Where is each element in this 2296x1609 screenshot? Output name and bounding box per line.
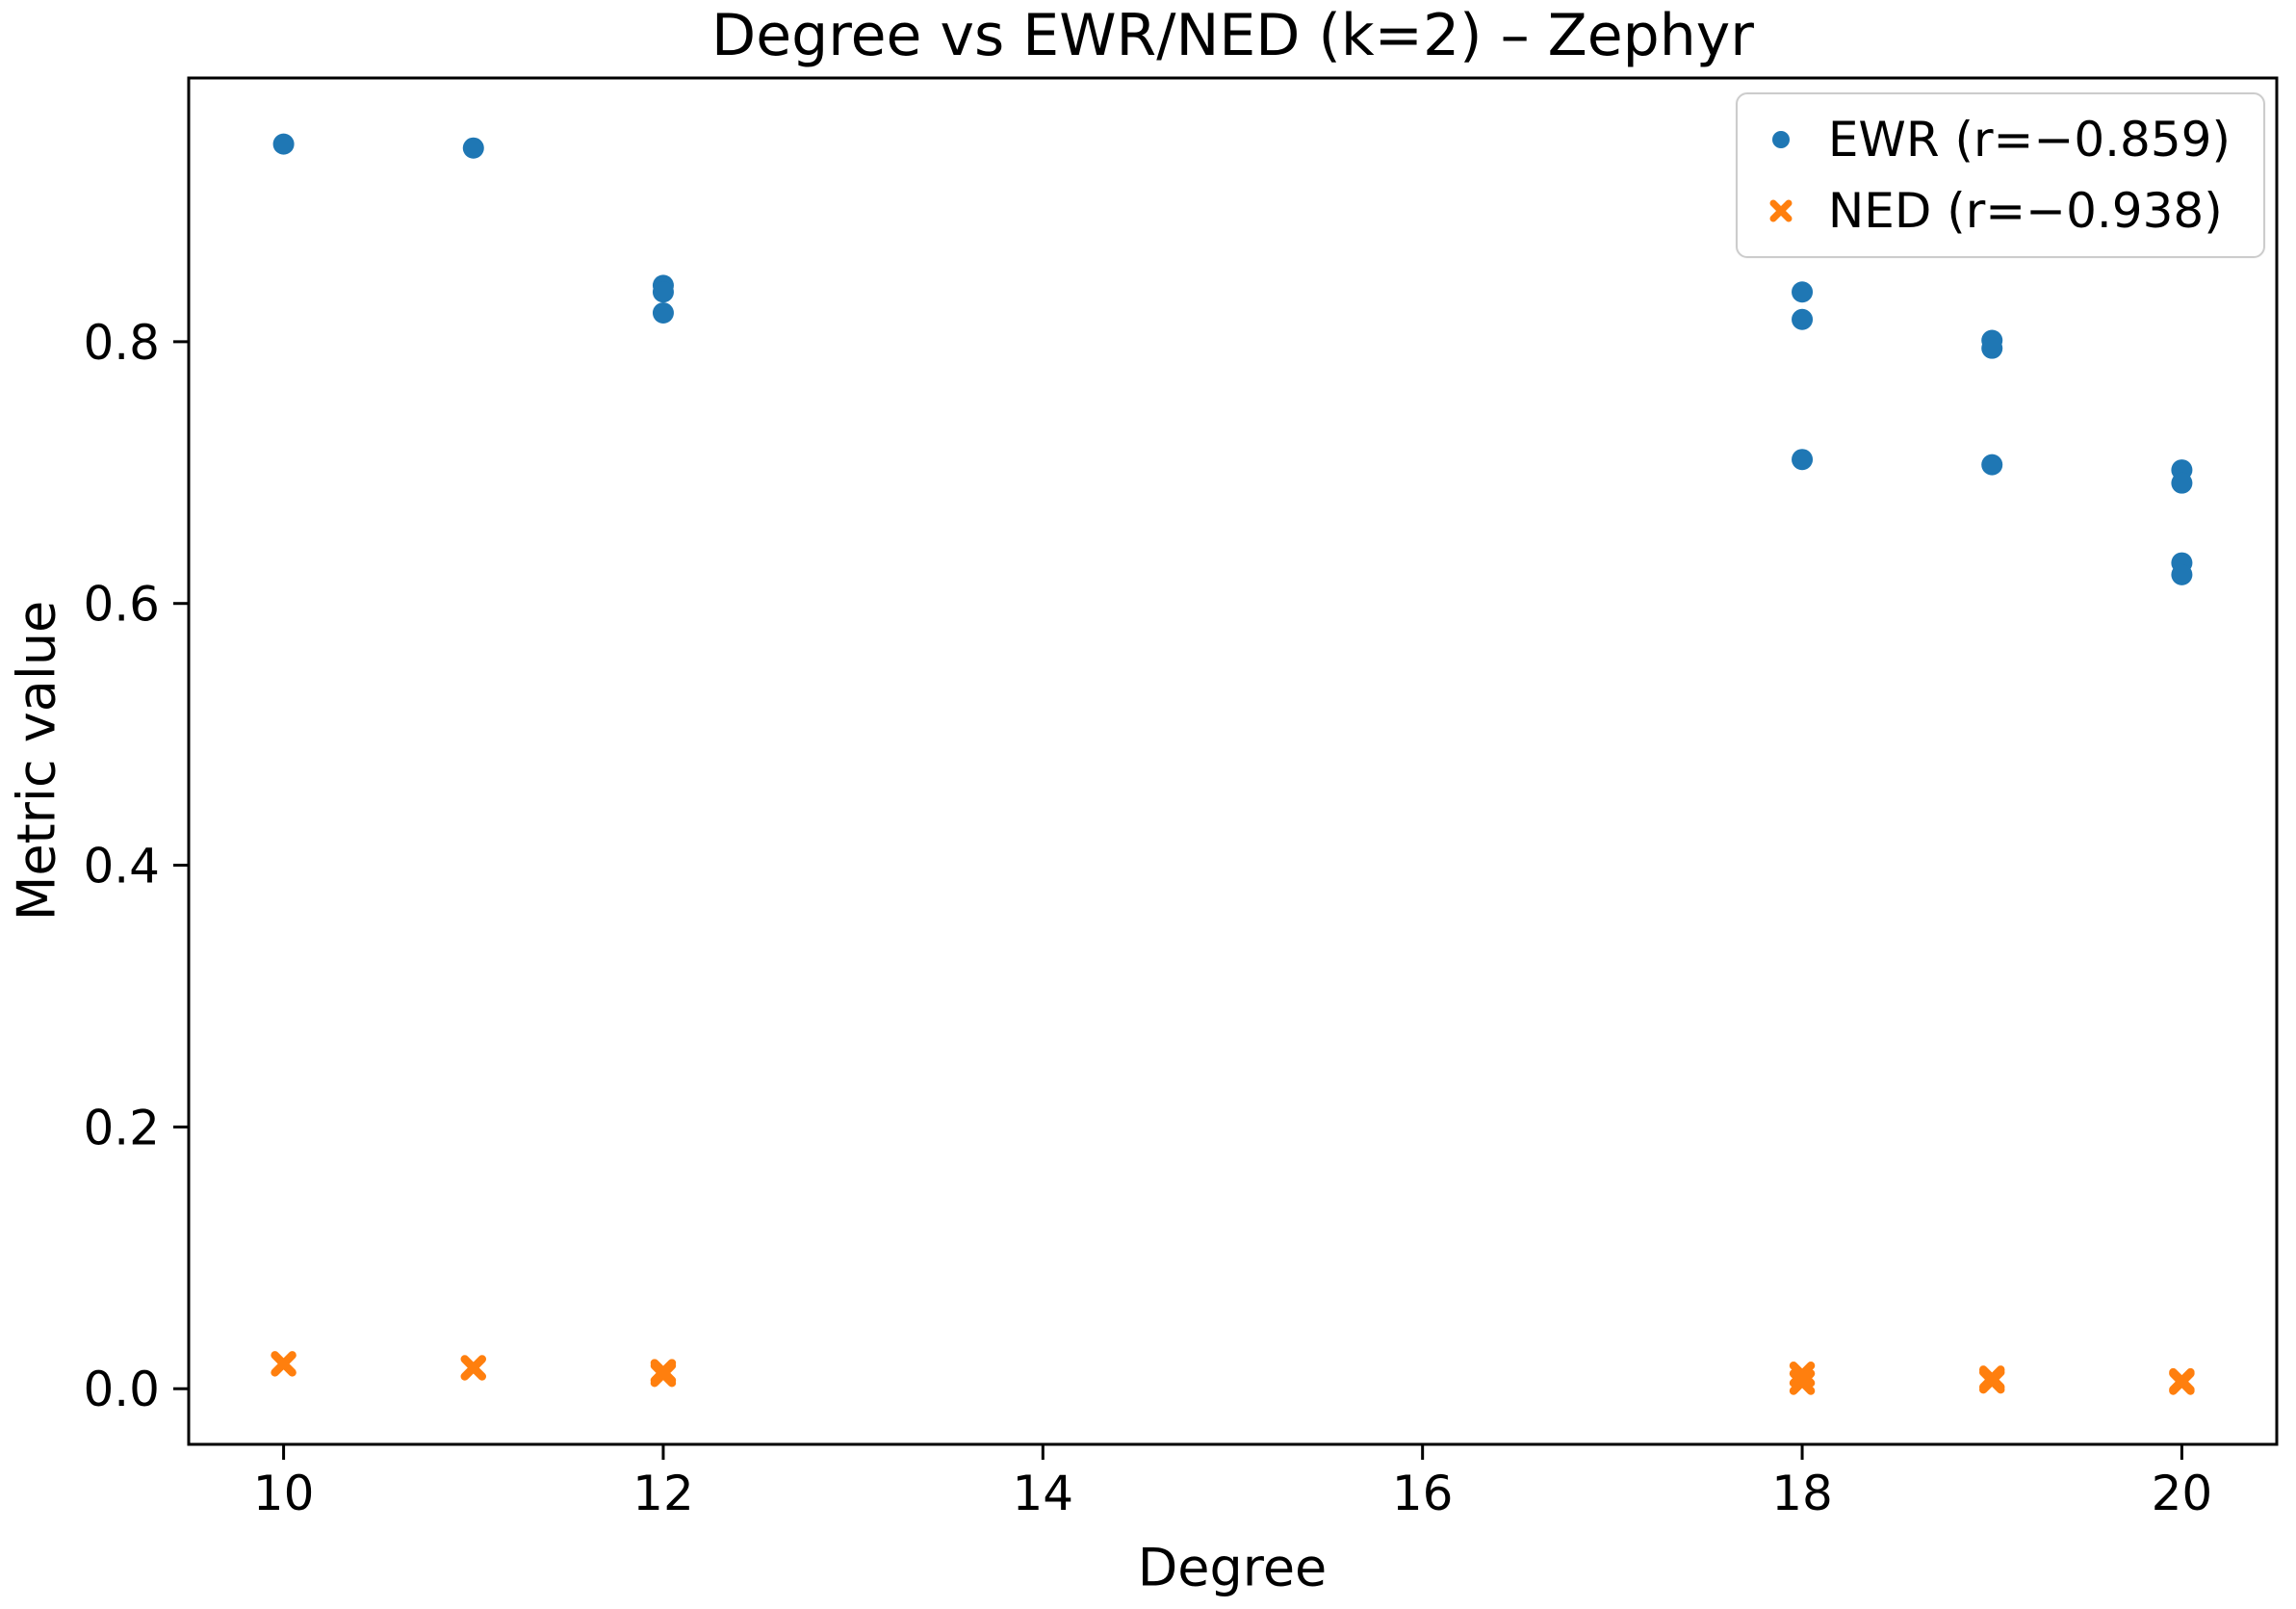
scatter-point-ned bbox=[460, 1355, 487, 1381]
legend-label-ned: NED (r=−0.938) bbox=[1827, 183, 2223, 239]
legend-marker-ned bbox=[1759, 196, 1803, 225]
scatter-point-ewr bbox=[1792, 308, 1814, 330]
legend: EWR (r=−0.859) NED (r=−0.938) bbox=[1735, 92, 2265, 258]
x-tick-label: 12 bbox=[632, 1466, 694, 1521]
y-axis-label: Metric value bbox=[6, 600, 67, 921]
legend-marker-ewr bbox=[1759, 126, 1803, 153]
y-tick-label: 0.6 bbox=[83, 577, 160, 633]
scatter-point-ewr bbox=[272, 133, 295, 155]
scatter-point-ewr bbox=[1981, 454, 2003, 476]
legend-entry-ewr: EWR (r=−0.859) bbox=[1759, 110, 2231, 169]
scatter-point-ewr bbox=[1792, 449, 1814, 471]
x-axis-label: Degree bbox=[1137, 1537, 1328, 1598]
x-marker-icon bbox=[1769, 199, 1793, 222]
x-tick-label: 10 bbox=[253, 1466, 315, 1521]
scatter-point-ewr bbox=[652, 281, 674, 303]
scatter-point-ewr bbox=[2171, 563, 2193, 585]
x-tick-label: 14 bbox=[1013, 1466, 1074, 1521]
scatter-point-ned bbox=[2169, 1369, 2195, 1395]
x-tick-label: 18 bbox=[1771, 1466, 1833, 1521]
chart-title: Degree vs EWR/NED (k=2) – Zephyr bbox=[711, 2, 1754, 69]
legend-label-ewr: EWR (r=−0.859) bbox=[1827, 112, 2231, 168]
y-tick-label: 0.8 bbox=[83, 315, 160, 371]
y-tick-label: 0.4 bbox=[83, 839, 160, 895]
y-tick-label: 0.2 bbox=[83, 1100, 160, 1155]
x-marker-shape bbox=[1769, 199, 1793, 222]
x-tick-label: 20 bbox=[2152, 1466, 2213, 1521]
y-tick-label: 0.0 bbox=[83, 1362, 160, 1417]
scatter-point-ned bbox=[650, 1362, 677, 1388]
circle-marker-icon bbox=[1771, 131, 1790, 148]
scatter-point-ewr bbox=[1792, 281, 1814, 303]
scatter-point-ewr bbox=[1981, 337, 2003, 359]
circle-marker-shape bbox=[1771, 131, 1790, 148]
legend-entry-ned: NED (r=−0.938) bbox=[1759, 181, 2231, 241]
scatter-point-ned bbox=[1789, 1369, 1816, 1395]
scatter-point-ned bbox=[271, 1351, 297, 1377]
scatter-point-ewr bbox=[462, 137, 484, 159]
x-tick-label: 16 bbox=[1392, 1466, 1454, 1521]
scatter-point-ewr bbox=[2171, 472, 2193, 494]
scatter-point-ned bbox=[1978, 1367, 2005, 1394]
scatter-point-ewr bbox=[652, 301, 674, 324]
plot-frame bbox=[187, 76, 2279, 1446]
